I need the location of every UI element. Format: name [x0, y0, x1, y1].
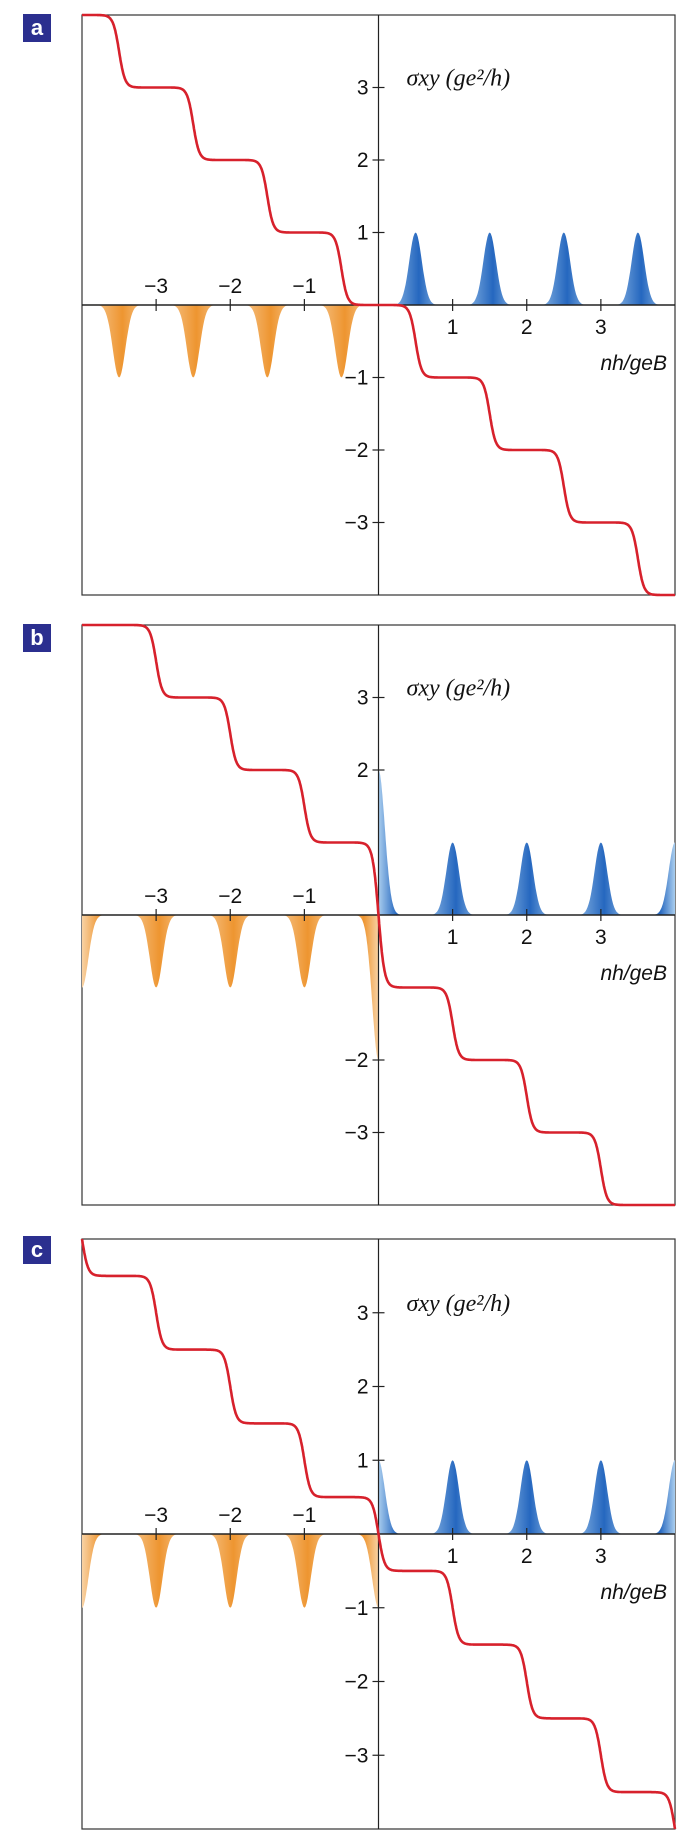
x-tick-label: 2	[521, 926, 533, 949]
panel-label: c	[23, 1236, 51, 1264]
y-axis-title: σxy (ge²/h)	[407, 676, 511, 702]
x-tick-label: 1	[447, 1545, 459, 1568]
y-tick-label: 2	[357, 759, 369, 782]
electron-peak	[493, 1460, 561, 1534]
x-tick-label: −1	[292, 885, 316, 908]
y-tick-label: −3	[345, 1744, 369, 1767]
hole-peak	[308, 305, 375, 378]
y-axis-title: σxy (ge²/h)	[407, 66, 511, 92]
hole-peak	[345, 1534, 379, 1608]
hole-peak	[196, 1534, 264, 1608]
panel-label: b	[23, 624, 51, 652]
x-tick-label: −3	[144, 1504, 168, 1527]
hole-peak	[159, 305, 227, 378]
x-tick-label: −1	[292, 1504, 316, 1527]
x-tick-label: 2	[521, 1545, 533, 1568]
y-tick-label: 3	[357, 1302, 369, 1325]
x-tick-label: −1	[292, 275, 316, 298]
x-tick-label: −2	[218, 275, 242, 298]
chart-c: −3 −2 −1 1 2 3 3 2 1 −1 −2 −3 σxy (ge²/h) nh/geB	[80, 1238, 677, 1830]
x-tick-label: 1	[447, 316, 459, 339]
electron-peak	[419, 842, 486, 915]
electron-peak	[567, 1460, 635, 1534]
x-tick-label: 3	[595, 1545, 607, 1568]
x-axis-title: nh/geB	[600, 352, 667, 375]
y-tick-label: −2	[345, 1671, 369, 1694]
y-tick-label: −1	[345, 1597, 369, 1620]
electron-peak	[641, 842, 675, 915]
electron-peak	[641, 1460, 675, 1534]
hole-peak	[82, 1534, 116, 1608]
chart-b: −3 −2 −1 1 2 3 3 2 −2 −3 σxy (ge²/h) nh/geB	[81, 623, 676, 1207]
y-tick-label: 3	[357, 687, 369, 710]
y-tick-label: 2	[357, 1376, 369, 1399]
y-tick-label: 2	[357, 149, 369, 172]
y-tick-label: −3	[345, 512, 369, 535]
x-tick-label: −2	[218, 885, 242, 908]
y-tick-label: 3	[357, 77, 369, 100]
hole-peak	[82, 915, 116, 988]
hole-peak	[345, 915, 379, 1060]
x-tick-label: −3	[144, 885, 168, 908]
y-tick-label: −2	[345, 1049, 369, 1072]
hole-peak	[122, 1534, 190, 1608]
electron-peak	[456, 232, 523, 305]
x-axis-title: nh/geB	[600, 962, 667, 985]
x-tick-label: 1	[447, 926, 459, 949]
panel-c: c −3 −2 −1 1 2 3 3 2 1 −1 −2 −3 σxy (ge²/h) nh/geB	[0, 1222, 690, 1836]
hole-peak	[271, 1534, 338, 1608]
hall-conductivity-line	[81, 13, 676, 597]
hole-peak	[122, 915, 190, 988]
y-axis-title: σxy (ge²/h)	[407, 1291, 511, 1317]
x-tick-label: 3	[595, 316, 607, 339]
electron-peak	[378, 770, 412, 915]
panel-b: b −3 −2 −1 1 2 3 3 2 −2 −3 σxy (ge²/h) nh/geB	[0, 610, 690, 1214]
hall-conductivity-line	[80, 1238, 677, 1830]
electron-peak	[382, 232, 449, 305]
x-tick-label: −3	[144, 275, 168, 298]
y-tick-label: 1	[357, 1449, 369, 1472]
y-tick-label: −3	[345, 1122, 369, 1145]
hole-peak	[271, 915, 338, 988]
y-tick-label: 1	[357, 222, 369, 245]
hole-peak	[234, 305, 301, 378]
electron-peak	[530, 232, 598, 305]
x-axis-title: nh/geB	[600, 1581, 667, 1604]
panel-label: a	[23, 14, 51, 42]
hall-conductivity-line	[81, 623, 676, 1207]
electron-peak	[378, 1460, 412, 1534]
hole-peak	[85, 305, 153, 378]
x-tick-label: 2	[521, 316, 533, 339]
panel-a: a −3 −2 −1 1 2 3 3 2 1 −1 −2 −3 σxy (ge²/h) nh/geB	[0, 0, 690, 604]
y-tick-label: −2	[345, 439, 369, 462]
electron-peak	[493, 842, 561, 915]
electron-peak	[567, 842, 635, 915]
chart-a: −3 −2 −1 1 2 3 3 2 1 −1 −2 −3 σxy (ge²/h) nh/geB	[81, 13, 676, 597]
hole-peak	[196, 915, 264, 988]
electron-peak	[419, 1460, 486, 1534]
x-tick-label: −2	[218, 1504, 242, 1527]
y-tick-label: −1	[345, 367, 369, 390]
electron-peak	[604, 232, 672, 305]
x-tick-label: 3	[595, 926, 607, 949]
